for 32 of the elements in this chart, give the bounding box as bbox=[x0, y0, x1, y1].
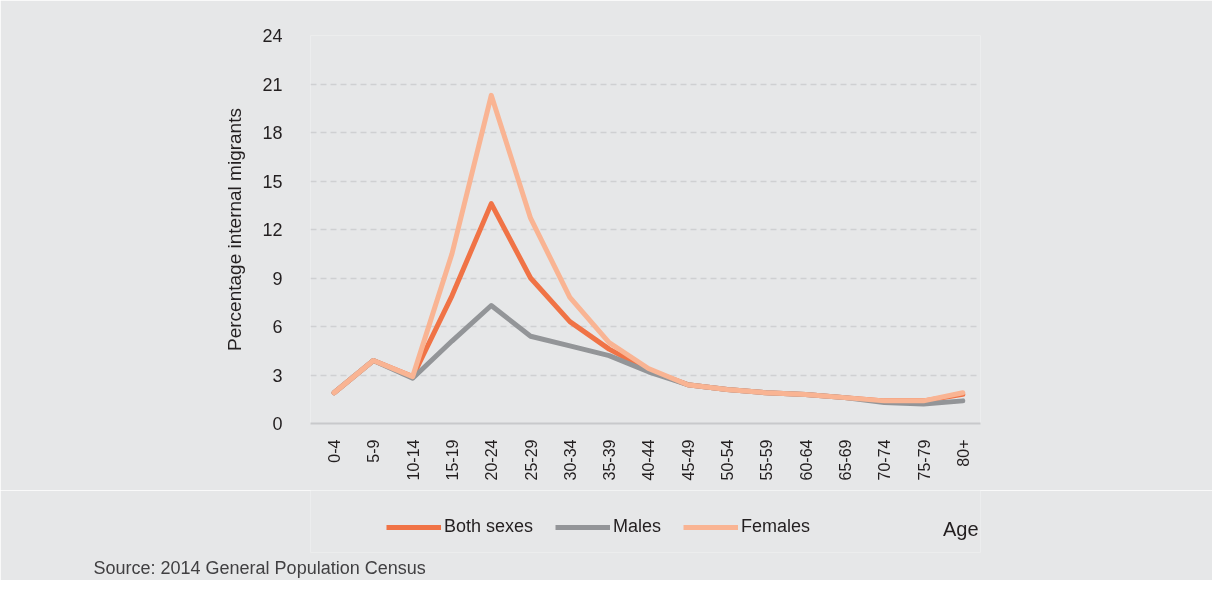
x-tick-label: 25-29 bbox=[522, 439, 540, 481]
y-tick-label: 15 bbox=[262, 171, 283, 192]
x-tick-label: 10-14 bbox=[404, 439, 422, 481]
legend-label: Both sexes bbox=[444, 516, 534, 537]
y-tick-label: 18 bbox=[262, 123, 283, 143]
x-tick-label: 40-44 bbox=[640, 439, 658, 481]
y-tick-label: 3 bbox=[272, 365, 283, 386]
y-tick-label: 12 bbox=[262, 220, 283, 240]
y-tick-label: 24 bbox=[262, 26, 283, 46]
x-tick-label: 15-19 bbox=[443, 439, 461, 481]
x-tick-label: 60-64 bbox=[797, 439, 815, 481]
legend-label: Females bbox=[741, 516, 811, 537]
x-tick-label: 80+ bbox=[954, 439, 972, 467]
x-tick-label: 50-54 bbox=[719, 439, 737, 481]
y-tick-label: 21 bbox=[262, 74, 283, 95]
x-tick-label: 45-49 bbox=[679, 439, 697, 481]
x-tick-label: 65-69 bbox=[836, 439, 854, 481]
y-tick-label: 9 bbox=[272, 268, 283, 289]
x-tick-label: 5-9 bbox=[365, 439, 383, 463]
y-axis-title: Percentage internal migrants bbox=[224, 108, 246, 351]
x-tick-label: 75-79 bbox=[915, 439, 933, 481]
source-note: Source: 2014 General Population Census bbox=[93, 557, 426, 578]
x-axis-title: Age bbox=[942, 517, 979, 540]
x-tick-label: 70-74 bbox=[876, 439, 894, 481]
x-tick-label: 0-4 bbox=[326, 439, 344, 463]
x-tick-label: 30-34 bbox=[561, 439, 579, 481]
x-tick-label: 20-24 bbox=[483, 439, 501, 481]
legend-label: Males bbox=[613, 516, 662, 537]
y-tick-label: 0 bbox=[272, 414, 283, 434]
y-tick-label: 6 bbox=[272, 317, 283, 337]
x-tick-label: 35-39 bbox=[601, 439, 619, 481]
x-tick-label: 55-59 bbox=[758, 439, 776, 481]
